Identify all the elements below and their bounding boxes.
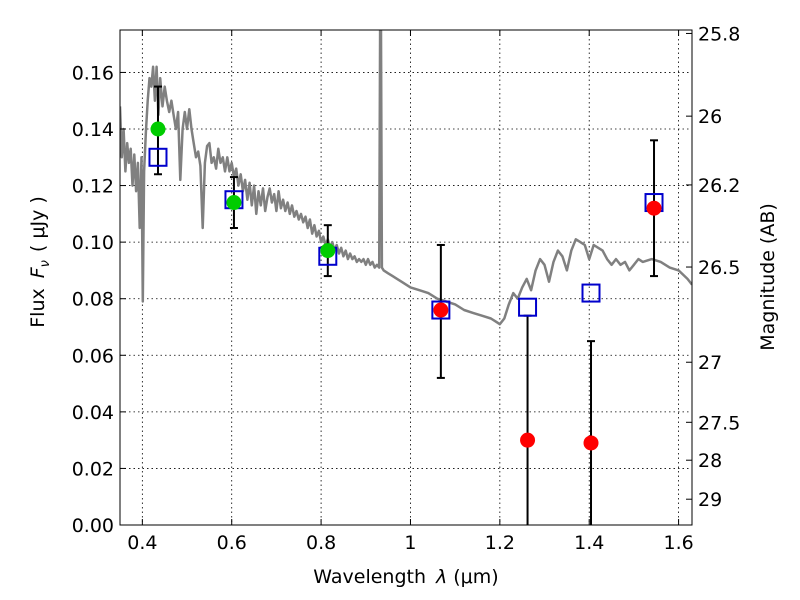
red-data-point xyxy=(583,435,599,451)
red-data-point xyxy=(433,302,449,318)
x-tick-label: 1 xyxy=(404,532,416,554)
axis-ticks: 0.4 0.6 0.8 1 1.2 1.4 1.6 0.00 0.02 0.04 0.06 0.08 0… xyxy=(72,23,741,554)
y2-tick-label: 28 xyxy=(698,450,722,472)
y-tick-label: 0.14 xyxy=(72,119,114,141)
y2-axis-label: Magnitude (AB) xyxy=(757,203,779,351)
y-tick-label: 0.04 xyxy=(72,402,114,424)
y2-tick-label: 29 xyxy=(698,489,722,511)
x-tick-label: 1.2 xyxy=(485,532,515,554)
model-photometry-square xyxy=(518,297,538,317)
y-tick-label: 0.08 xyxy=(72,289,114,311)
y2-tick-label: 26 xyxy=(698,106,722,128)
y2-tick-label: 26.5 xyxy=(698,257,740,279)
x-tick-label: 0.4 xyxy=(127,532,157,554)
x-tick-label: 0.6 xyxy=(217,532,247,554)
plot-data xyxy=(120,30,692,326)
y2-tick-label: 26.2 xyxy=(698,175,740,197)
model-photometry-square xyxy=(148,147,168,167)
green-data-point xyxy=(150,121,166,137)
x-tick-label: 1.4 xyxy=(574,532,604,554)
model-photometry-square xyxy=(431,300,451,320)
y-axis-label: FluxFν( μJy ) xyxy=(27,196,53,328)
x-tick-label: 0.8 xyxy=(306,532,336,554)
y2-tick-label: 27.5 xyxy=(698,412,740,434)
y-tick-label: 0.06 xyxy=(72,345,114,367)
red-data-point xyxy=(520,432,536,448)
y2-tick-label: 27 xyxy=(698,352,722,374)
plot-frame xyxy=(119,29,693,526)
x-axis-label: Wavelength λ (μm) xyxy=(313,566,498,588)
green-data-point xyxy=(226,195,242,211)
grid xyxy=(120,30,692,526)
y-tick-label: 0.16 xyxy=(72,62,114,84)
model-photometry-square xyxy=(581,283,601,303)
y2-tick-label: 25.8 xyxy=(698,23,740,45)
y-tick-label: 0.12 xyxy=(72,176,114,198)
red-data-point xyxy=(646,200,662,216)
y-tick-label: 0.00 xyxy=(72,515,114,537)
x-tick-label: 1.6 xyxy=(663,532,693,554)
green-data-point xyxy=(320,243,336,259)
y-tick-label: 0.10 xyxy=(72,232,114,254)
markers xyxy=(148,121,664,451)
y-tick-label: 0.02 xyxy=(72,458,114,480)
model-spectrum-line xyxy=(120,30,692,326)
